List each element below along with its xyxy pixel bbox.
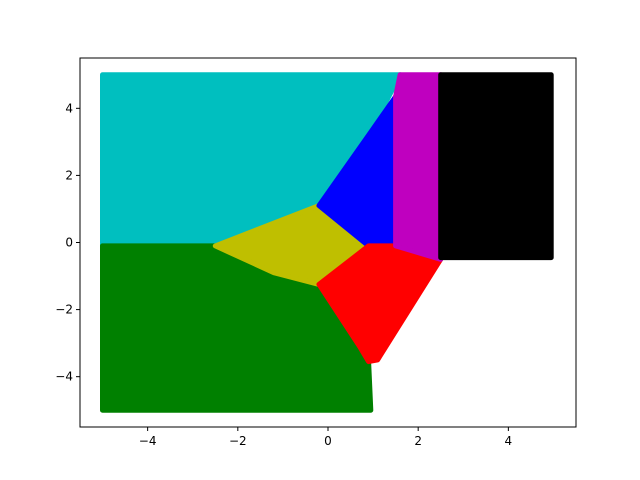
- x-tick-label: −2: [229, 434, 247, 448]
- decision-region-4: [316, 243, 444, 365]
- x-axis-ticks: −4 −2 0 2 4: [139, 427, 512, 448]
- decision-region-5: [393, 72, 444, 262]
- x-tick-label: 4: [505, 434, 513, 448]
- x-tick-label: 2: [414, 434, 422, 448]
- data-regions: [100, 72, 554, 413]
- y-tick-label: 2: [65, 168, 73, 182]
- decision-region-6: [438, 72, 554, 261]
- x-tick-label: −4: [139, 434, 157, 448]
- y-tick-label: 0: [65, 236, 73, 250]
- y-tick-label: 4: [65, 101, 73, 115]
- x-tick-label: 0: [324, 434, 332, 448]
- y-axis-ticks: 4 2 0 −2 −4: [55, 101, 80, 384]
- y-tick-label: −2: [55, 303, 73, 317]
- y-tick-label: −4: [55, 370, 73, 384]
